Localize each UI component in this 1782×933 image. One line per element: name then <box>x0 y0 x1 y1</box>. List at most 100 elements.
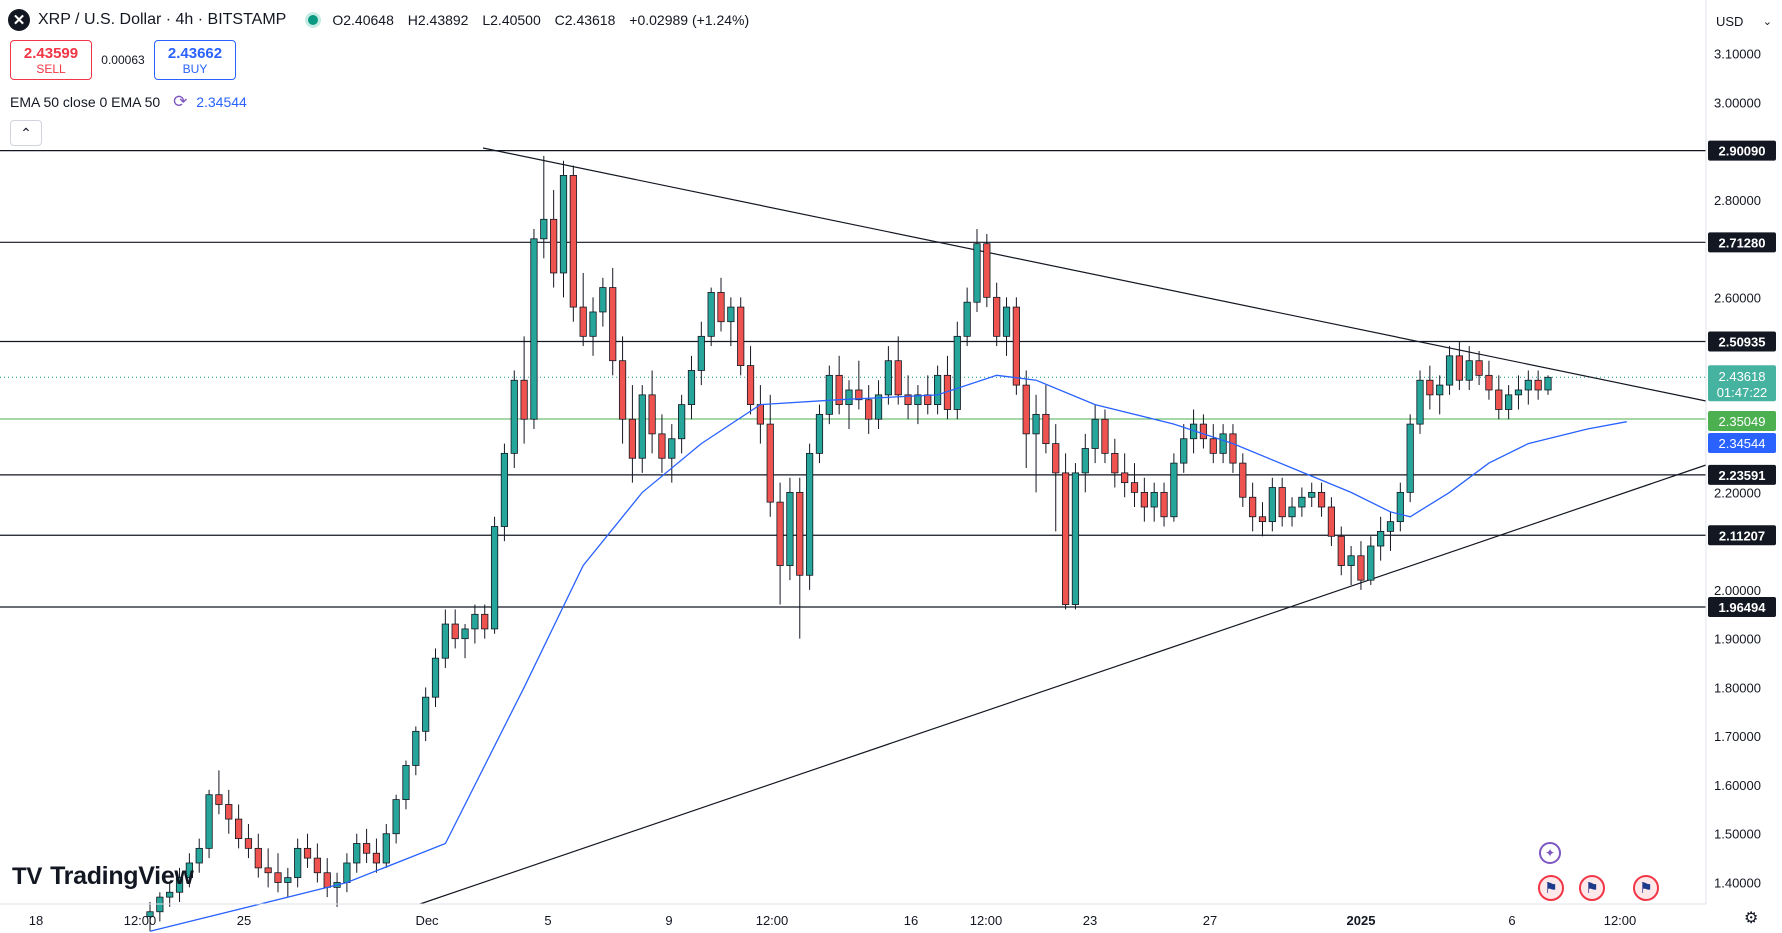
candle-body <box>530 238 538 420</box>
level-price-tag[interactable] <box>1708 597 1776 618</box>
candle-body <box>1091 418 1099 449</box>
candle-body <box>1081 448 1089 474</box>
sell-price: 2.43599 <box>23 44 79 62</box>
candle-body <box>382 833 390 864</box>
candle-body <box>422 696 430 732</box>
candle-body <box>934 374 942 406</box>
candle-body <box>392 799 400 835</box>
candle-body <box>343 862 351 883</box>
candle-body <box>894 360 902 396</box>
candle-body <box>1367 545 1375 581</box>
candle-body <box>1327 506 1336 537</box>
us-flag-event-icon[interactable]: ⚑ <box>1538 875 1564 901</box>
symbol-title[interactable]: XRP / U.S. Dollar · 4h · BITSTAMP <box>38 11 287 28</box>
buy-price: 2.43662 <box>167 44 223 62</box>
green-level-label: 2.35049 <box>1719 414 1766 429</box>
level-price-tag[interactable] <box>1708 525 1776 546</box>
trendline[interactable] <box>419 464 1707 905</box>
time-tick-label: 23 <box>1083 913 1097 928</box>
tradingview-mark-icon: TV <box>12 862 43 890</box>
settings-gear-icon[interactable]: ⚙ <box>1744 910 1759 927</box>
candle-body <box>1199 423 1208 440</box>
candle-body <box>1455 355 1463 381</box>
ema-50-line <box>149 374 1627 932</box>
candle-body <box>648 394 656 435</box>
level-price-tag[interactable] <box>1708 464 1776 485</box>
price-tick-label: 2.20000 <box>1714 485 1761 500</box>
candle-body <box>1514 389 1523 396</box>
candle-body <box>1249 496 1257 518</box>
candle-body <box>550 218 558 274</box>
candle-body <box>1032 413 1040 435</box>
collapse-legend-button[interactable]: ⌃ <box>10 120 42 146</box>
ohlc-high: H2.43892 <box>407 12 469 28</box>
level-price-tag[interactable] <box>1708 140 1776 161</box>
trade-panel: 2.43599 SELL 0.00063 2.43662 BUY <box>10 40 236 80</box>
candle-body <box>1012 306 1020 386</box>
currency-selector[interactable]: USD ⌄ <box>1710 8 1776 34</box>
candle-body <box>874 394 883 420</box>
candle-body <box>914 394 922 406</box>
candle-body <box>609 287 617 362</box>
us-flag-event-icon[interactable]: ⚑ <box>1633 875 1659 901</box>
candle-body <box>1130 482 1139 493</box>
tradingview-logo[interactable]: TV TradingView <box>12 862 194 891</box>
candle-body <box>786 491 794 566</box>
candle-body <box>1229 433 1237 464</box>
candle-body <box>756 404 764 425</box>
ohlc-low: L2.40500 <box>482 12 541 28</box>
candle-body <box>1524 379 1532 391</box>
candle-body <box>1485 374 1493 391</box>
candle-body <box>993 296 1001 337</box>
candle-body <box>412 730 420 766</box>
candle-body <box>1002 306 1011 337</box>
level-price-label: 2.23591 <box>1719 468 1766 483</box>
level-price-label: 1.96494 <box>1719 600 1767 615</box>
logo-text: TradingView <box>50 862 194 890</box>
candle-body <box>225 804 233 820</box>
candle-body <box>776 501 784 566</box>
candle-body <box>431 657 440 698</box>
candle-body <box>1278 487 1286 518</box>
x-logo-icon[interactable]: ✕ <box>8 9 30 31</box>
candle-body <box>1180 438 1188 464</box>
candle-body <box>835 374 843 406</box>
candle-body <box>1495 389 1503 410</box>
indicator-legend[interactable]: EMA 50 close 0 EMA 50 ⟳ 2.34544 <box>10 92 247 112</box>
candle-body <box>244 838 253 849</box>
candle-body <box>1258 516 1267 523</box>
trendline[interactable] <box>482 147 1707 402</box>
loading-spinner-icon: ⟳ <box>173 92 188 111</box>
candle-body <box>481 613 489 630</box>
candle-body <box>146 911 154 918</box>
candle-body <box>746 365 755 406</box>
candle-body <box>796 491 804 576</box>
candle-body <box>1396 491 1404 523</box>
candle-body <box>402 765 410 800</box>
candle-body <box>1475 360 1483 376</box>
price-tick-label: 3.00000 <box>1714 95 1761 110</box>
candle-body <box>1219 433 1227 454</box>
candle-body <box>963 301 971 337</box>
candle-body <box>1288 506 1296 518</box>
indicator-value: 2.34544 <box>196 94 247 110</box>
candle-body <box>815 413 824 454</box>
buy-button[interactable]: 2.43662 BUY <box>154 40 236 80</box>
level-price-tag[interactable] <box>1708 232 1776 253</box>
candle-body <box>1022 384 1030 435</box>
candle-body <box>687 370 696 406</box>
market-open-status-icon[interactable] <box>308 15 319 25</box>
candle-body <box>1386 521 1395 532</box>
candle-body <box>264 867 272 874</box>
candle-body <box>303 847 312 859</box>
candle-body <box>766 423 774 503</box>
sparkle-event-icon[interactable]: ✦ <box>1539 842 1561 864</box>
us-flag-event-icon[interactable]: ⚑ <box>1579 875 1605 901</box>
sell-button[interactable]: 2.43599 SELL <box>10 40 92 80</box>
level-price-tag[interactable] <box>1708 331 1776 352</box>
green-level-tag <box>1708 410 1776 431</box>
candle-body <box>865 399 873 420</box>
candle-body <box>855 389 863 401</box>
candle-body <box>1544 376 1552 391</box>
